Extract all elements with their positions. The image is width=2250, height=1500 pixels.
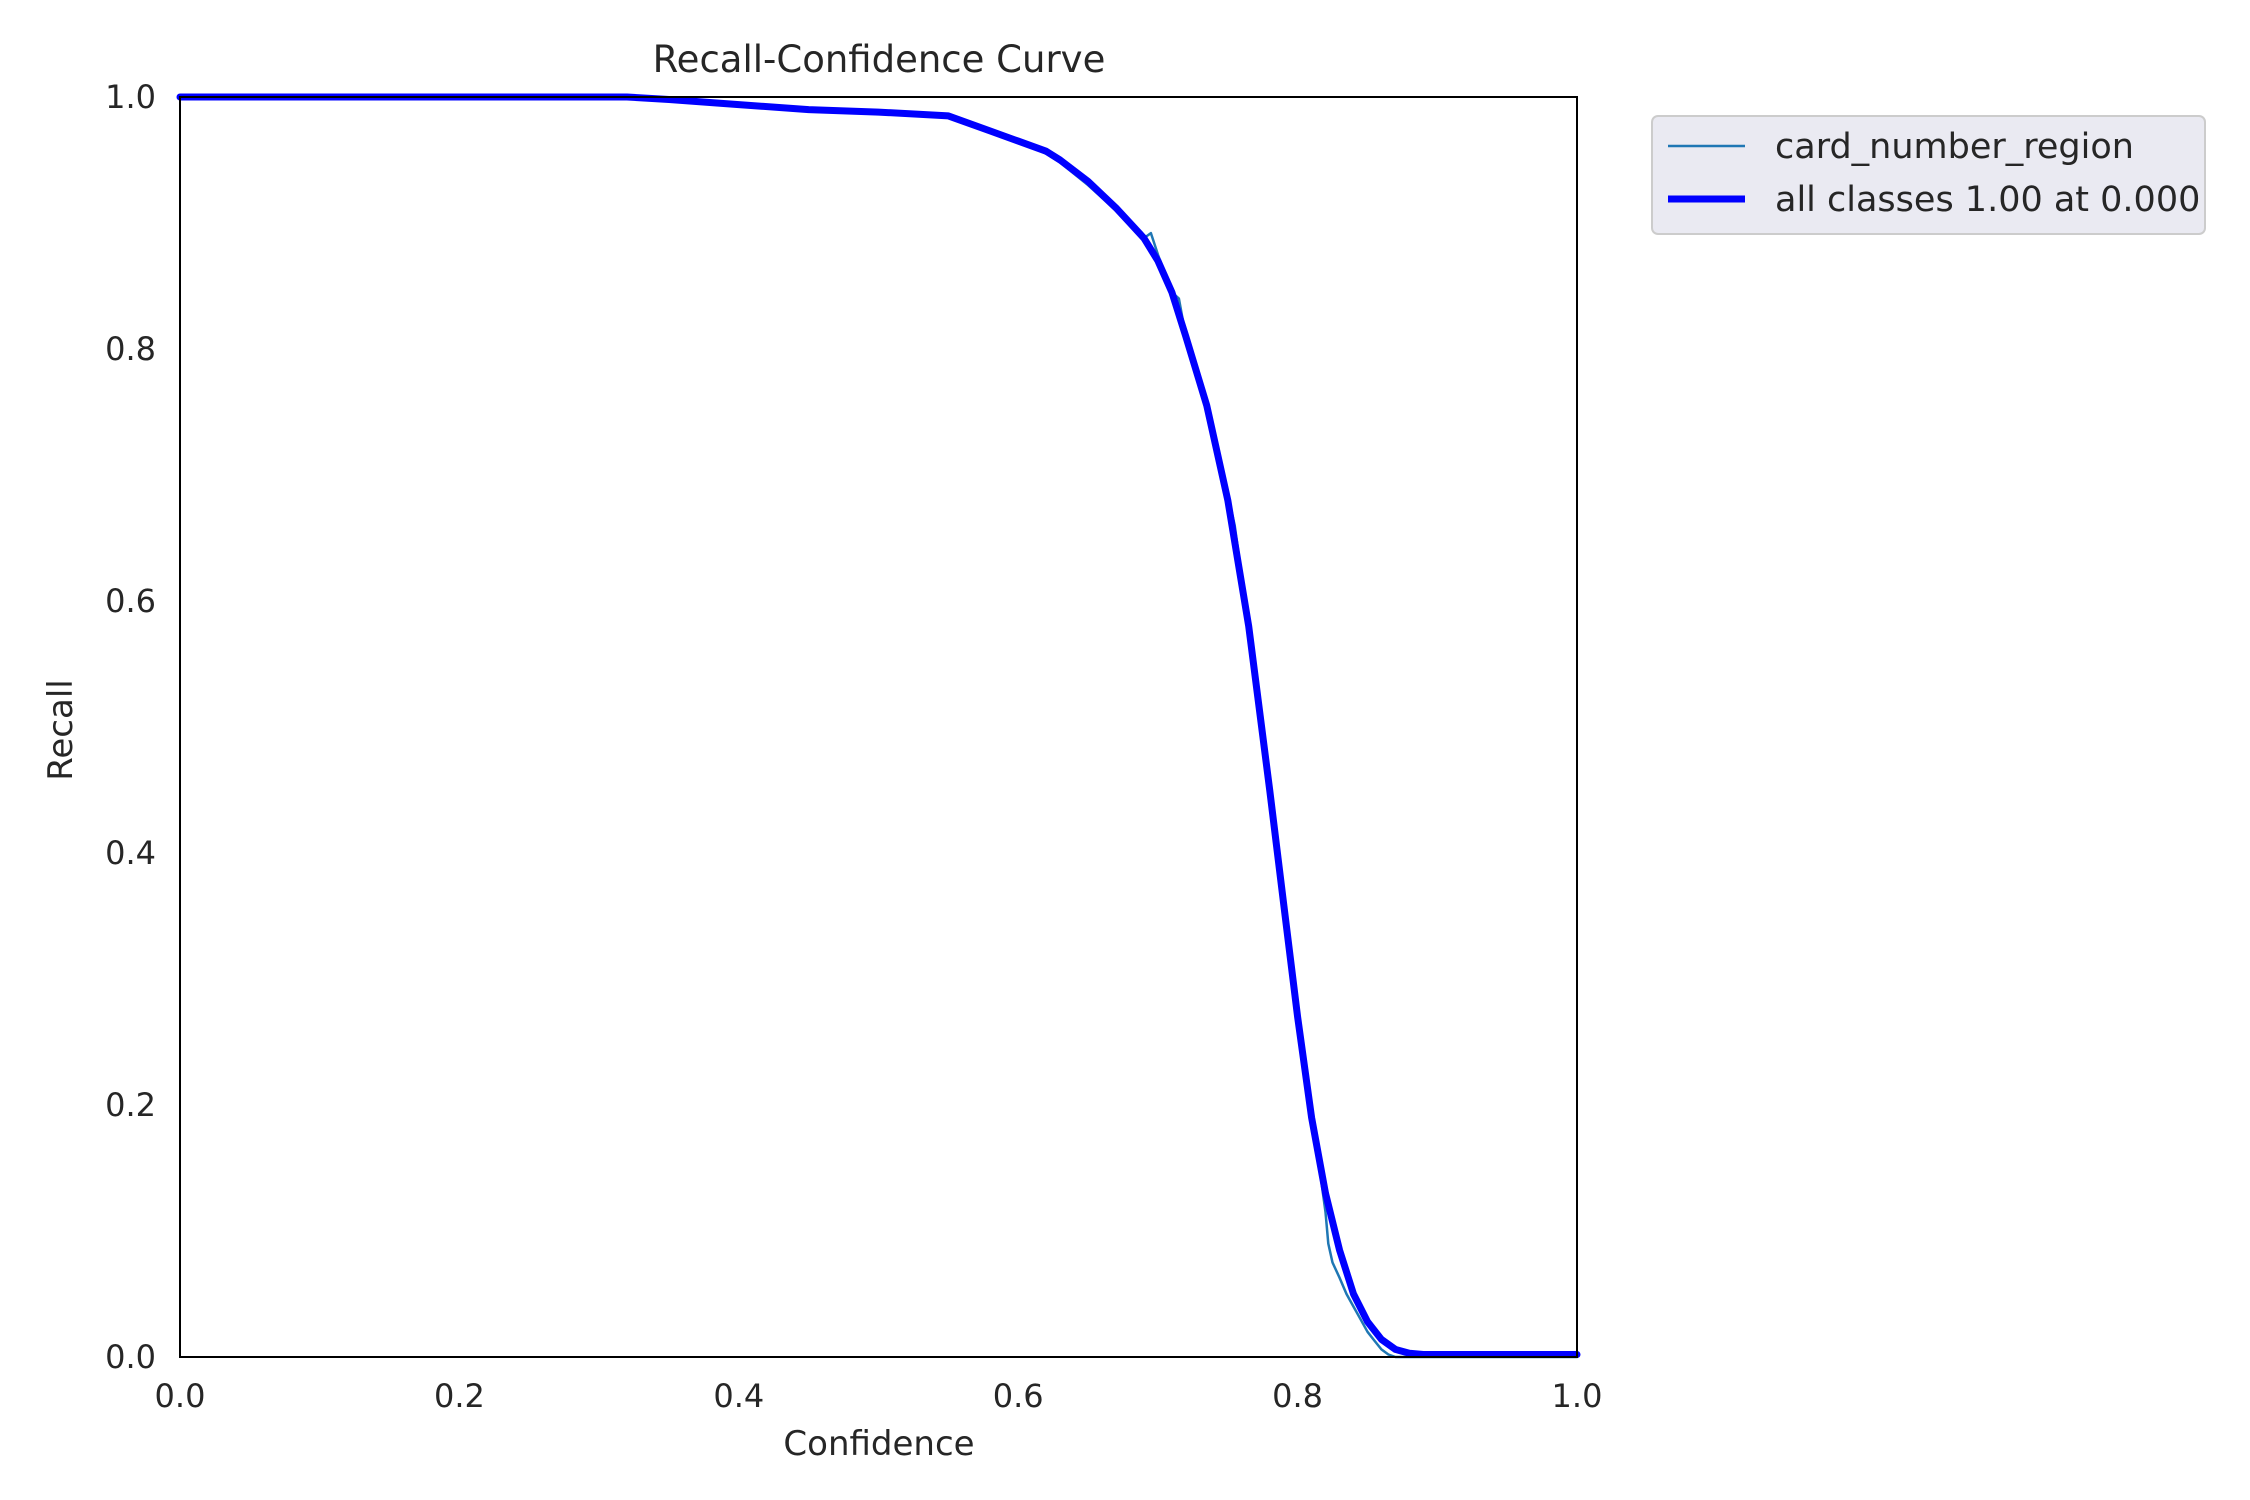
y-tick-label: 0.2 — [105, 1086, 156, 1124]
x-axis-label: Confidence — [783, 1424, 974, 1464]
series-layer — [176, 93, 1581, 1359]
x-tick-label: 0.4 — [713, 1377, 764, 1415]
plot-area — [176, 93, 1581, 1359]
x-tick-label: 1.0 — [1552, 1377, 1603, 1415]
legend: card_number_region all classes 1.00 at 0… — [1651, 115, 2206, 235]
x-tick-label: 0.6 — [993, 1377, 1044, 1415]
legend-label-card-number-region: card_number_region — [1775, 127, 2134, 167]
x-axis-ticks: 0.0 0.2 0.4 0.6 0.8 1.0 — [155, 1377, 1603, 1415]
y-tick-label: 0.4 — [105, 834, 156, 872]
y-tick-label: 0.6 — [105, 582, 156, 620]
series-line-all-classes — [176, 93, 1581, 1358]
y-tick-label: 0.0 — [105, 1338, 156, 1376]
y-axis-label: Recall — [41, 679, 81, 780]
x-tick-label: 0.8 — [1272, 1377, 1323, 1415]
x-tick-label: 0.0 — [155, 1377, 206, 1415]
y-tick-label: 1.0 — [105, 78, 156, 116]
plot-background — [180, 97, 1577, 1357]
chart-title: Recall-Confidence Curve — [653, 38, 1106, 81]
legend-label-all-classes: all classes 1.00 at 0.000 — [1775, 180, 2200, 220]
legend-box — [1651, 115, 2206, 235]
y-tick-label: 0.8 — [105, 330, 156, 368]
x-tick-label: 0.2 — [434, 1377, 485, 1415]
plot-frame — [179, 96, 1578, 1358]
y-axis-ticks: 0.0 0.2 0.4 0.6 0.8 1.0 — [105, 78, 156, 1376]
